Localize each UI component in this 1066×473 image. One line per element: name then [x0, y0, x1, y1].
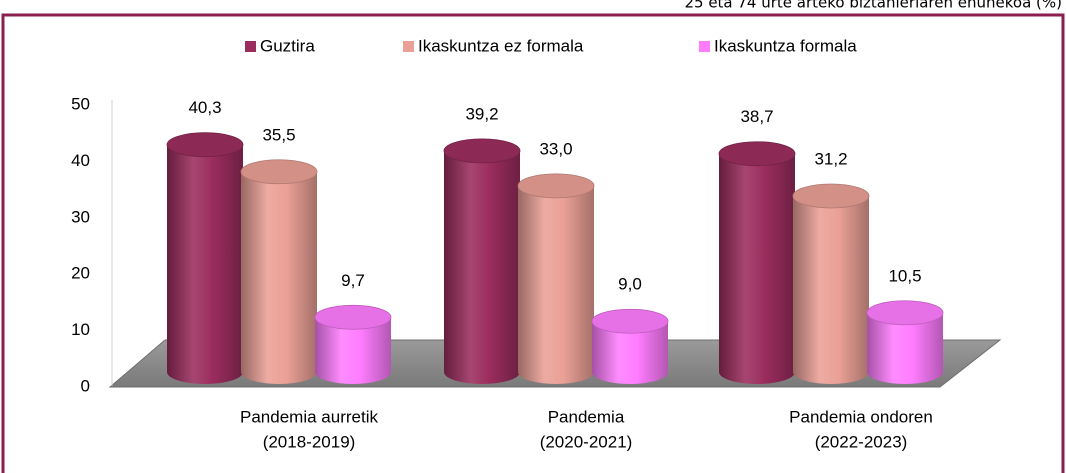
- chart-title: 25 eta 74 urte arteko biztanleriaren ehu…: [684, 0, 1062, 12]
- y-tick-label: 0: [81, 376, 90, 395]
- cylinder-top: [443, 138, 521, 164]
- cylinder-bar: [315, 317, 391, 384]
- legend-label: Ikaskuntza ez formala: [418, 36, 584, 55]
- x-tick-label: (2020-2021): [540, 432, 633, 451]
- value-label: 39,2: [465, 104, 498, 123]
- x-tick-label: Pandemia ondoren: [789, 407, 933, 426]
- cylinder-bar: [867, 312, 943, 384]
- cylinder-bar: [719, 153, 795, 384]
- cylinder-top: [792, 183, 870, 209]
- value-label: 40,3: [188, 98, 221, 117]
- cylinder-top: [314, 304, 392, 330]
- legend-swatch: [699, 41, 710, 52]
- x-tick-label: (2022-2023): [815, 432, 908, 451]
- value-label: 9,7: [341, 271, 365, 290]
- cylinder-top: [166, 132, 244, 158]
- cylinder-top: [591, 308, 669, 334]
- frame: [1, 13, 1065, 473]
- cylinder-bar: [518, 185, 594, 384]
- value-label: 33,0: [539, 139, 572, 158]
- value-label: 38,7: [740, 107, 773, 126]
- y-tick-label: 40: [71, 151, 90, 170]
- legend-label: Ikaskuntza formala: [714, 36, 857, 55]
- cylinder-top: [718, 141, 796, 167]
- x-tick-label: Pandemia aurretik: [240, 407, 378, 426]
- cylinder-bar: [592, 321, 668, 384]
- value-label: 31,2: [814, 150, 847, 169]
- cylinder-top: [240, 159, 318, 185]
- legend-swatch: [403, 41, 414, 52]
- legend-swatch: [245, 41, 256, 52]
- cylinder-bar: [241, 171, 317, 384]
- value-label: 10,5: [888, 266, 921, 285]
- value-label: 35,5: [262, 125, 295, 144]
- legend-label: Guztira: [260, 36, 315, 55]
- cylinder-top: [517, 173, 595, 199]
- cylinder-bar: [167, 144, 243, 384]
- x-tick-label: (2018-2019): [263, 432, 356, 451]
- y-tick-label: 30: [71, 207, 90, 226]
- value-label: 9,0: [618, 275, 642, 294]
- y-tick-label: 50: [71, 94, 90, 113]
- x-tick-label: Pandemia: [548, 407, 625, 426]
- cylinder-top: [866, 300, 944, 326]
- cylinder-bar: [444, 150, 520, 384]
- cylinder-bar: [793, 196, 869, 384]
- y-tick-label: 20: [71, 264, 90, 283]
- y-tick-label: 10: [71, 320, 90, 339]
